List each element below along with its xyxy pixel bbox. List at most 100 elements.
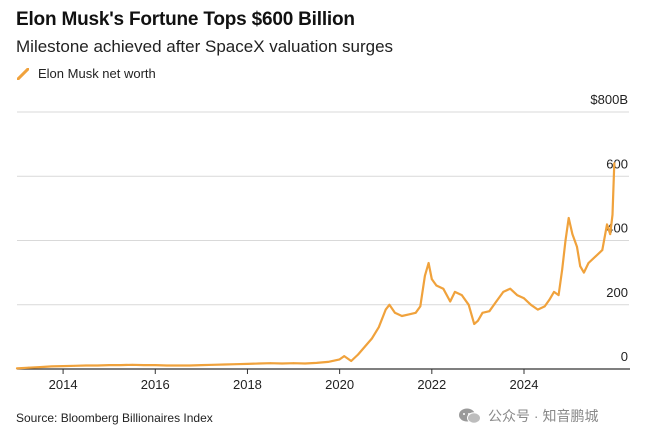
chart-title: Elon Musk's Fortune Tops $600 Billion — [16, 9, 355, 30]
data-point-0-25 — [304, 362, 306, 365]
data-point-0-9 — [119, 364, 122, 366]
data-point-0-19 — [235, 363, 237, 366]
data-point-0-68 — [567, 217, 570, 219]
data-point-0-66 — [561, 268, 564, 271]
data-point-0-62 — [543, 305, 546, 308]
data-point-0-48 — [454, 291, 456, 293]
data-point-0-40 — [414, 311, 417, 314]
data-point-0-0 — [16, 367, 18, 370]
data-point-0-52 — [477, 319, 479, 322]
wechat-icon — [459, 408, 481, 424]
data-point-0-72 — [583, 271, 585, 274]
data-point-0-49 — [460, 294, 463, 296]
data-point-0-28 — [338, 358, 341, 361]
data-point-0-70 — [576, 246, 578, 248]
data-point-0-18 — [223, 363, 226, 366]
x-tick-label-2022: 2022 — [417, 377, 446, 392]
data-point-0-13 — [165, 364, 168, 367]
data-point-0-39 — [407, 313, 410, 316]
chart-subtitle: Milestone achieved after SpaceX valuatio… — [16, 37, 394, 56]
x-tick-label-2016: 2016 — [141, 377, 170, 392]
data-point-0-50 — [467, 303, 470, 306]
data-point-0-64 — [553, 291, 555, 293]
data-point-0-67 — [564, 239, 567, 242]
data-point-0-73 — [587, 262, 590, 264]
legend-label: Elon Musk net worth — [38, 66, 156, 81]
data-point-0-15 — [188, 364, 191, 367]
data-point-0-16 — [200, 364, 203, 366]
data-point-0-45 — [435, 284, 438, 287]
data-point-0-12 — [154, 364, 157, 366]
data-point-0-79 — [613, 162, 616, 165]
data-point-0-31 — [357, 353, 359, 356]
data-point-0-22 — [269, 362, 272, 365]
series-line-0 — [15, 162, 616, 370]
data-point-0-6 — [85, 364, 87, 367]
data-point-0-24 — [292, 362, 295, 365]
data-point-0-8 — [108, 364, 111, 366]
data-point-0-20 — [246, 363, 249, 365]
data-point-0-36 — [388, 303, 391, 306]
data-point-0-1 — [27, 366, 30, 369]
source-note: Source: Bloomberg Billionaires Index — [16, 411, 213, 425]
x-tick-label-2018: 2018 — [233, 377, 262, 392]
data-point-0-35 — [384, 308, 387, 311]
data-point-0-21 — [258, 362, 260, 365]
data-point-0-29 — [343, 355, 346, 357]
data-point-0-59 — [523, 297, 525, 300]
data-point-0-32 — [364, 345, 366, 348]
data-point-0-41 — [419, 305, 422, 308]
data-point-0-7 — [96, 364, 99, 367]
data-point-0-27 — [327, 361, 329, 363]
data-point-0-23 — [281, 362, 283, 365]
data-point-0-77 — [609, 233, 612, 236]
data-point-0-51 — [473, 323, 476, 325]
data-point-0-4 — [62, 365, 64, 367]
data-point-0-30 — [350, 360, 353, 362]
data-point-0-56 — [502, 291, 505, 293]
data-point-0-71 — [579, 265, 582, 268]
data-point-0-10 — [131, 363, 134, 366]
data-point-0-78 — [611, 213, 614, 216]
watermark-text: 公众号 · 知音鹏城 — [488, 408, 599, 424]
data-point-0-46 — [442, 287, 445, 290]
data-point-0-14 — [177, 364, 180, 367]
data-point-0-75 — [601, 249, 604, 252]
data-point-0-11 — [142, 364, 145, 366]
data-point-0-65 — [557, 294, 560, 296]
data-point-0-54 — [488, 310, 491, 313]
data-point-0-33 — [371, 337, 373, 340]
x-tick-label-2014: 2014 — [49, 377, 78, 392]
data-point-0-53 — [481, 311, 484, 314]
y-tick-label-0: 0 — [621, 349, 628, 364]
data-point-0-26 — [315, 362, 318, 364]
data-point-0-74 — [594, 255, 597, 258]
data-point-0-55 — [495, 300, 498, 303]
data-point-0-61 — [536, 308, 539, 311]
data-point-0-69 — [571, 233, 574, 236]
data-point-0-17 — [212, 363, 214, 366]
data-point-0-37 — [394, 311, 396, 314]
legend: Elon Musk net worth — [17, 66, 156, 81]
data-point-0-63 — [548, 299, 551, 301]
legend-swatch — [17, 67, 29, 80]
data-point-0-76 — [606, 223, 608, 226]
data-point-0-58 — [516, 294, 518, 296]
data-point-0-57 — [509, 287, 512, 290]
data-point-0-60 — [530, 303, 532, 306]
y-tick-label-200: 200 — [606, 285, 628, 300]
data-point-0-38 — [401, 315, 403, 317]
y-tick-label-800: $800B — [590, 92, 628, 107]
data-point-0-44 — [430, 278, 433, 280]
y-tick-label-600: 600 — [606, 156, 628, 171]
data-point-0-42 — [424, 274, 426, 277]
data-point-0-3 — [50, 365, 53, 368]
data-point-0-43 — [427, 262, 430, 264]
data-point-0-34 — [377, 326, 380, 329]
data-point-0-2 — [39, 366, 41, 368]
watermark: 公众号 · 知音鹏城 — [458, 406, 598, 426]
data-point-0-47 — [449, 300, 452, 303]
x-tick-label-2024: 2024 — [510, 377, 539, 392]
data-point-0-5 — [73, 364, 76, 367]
